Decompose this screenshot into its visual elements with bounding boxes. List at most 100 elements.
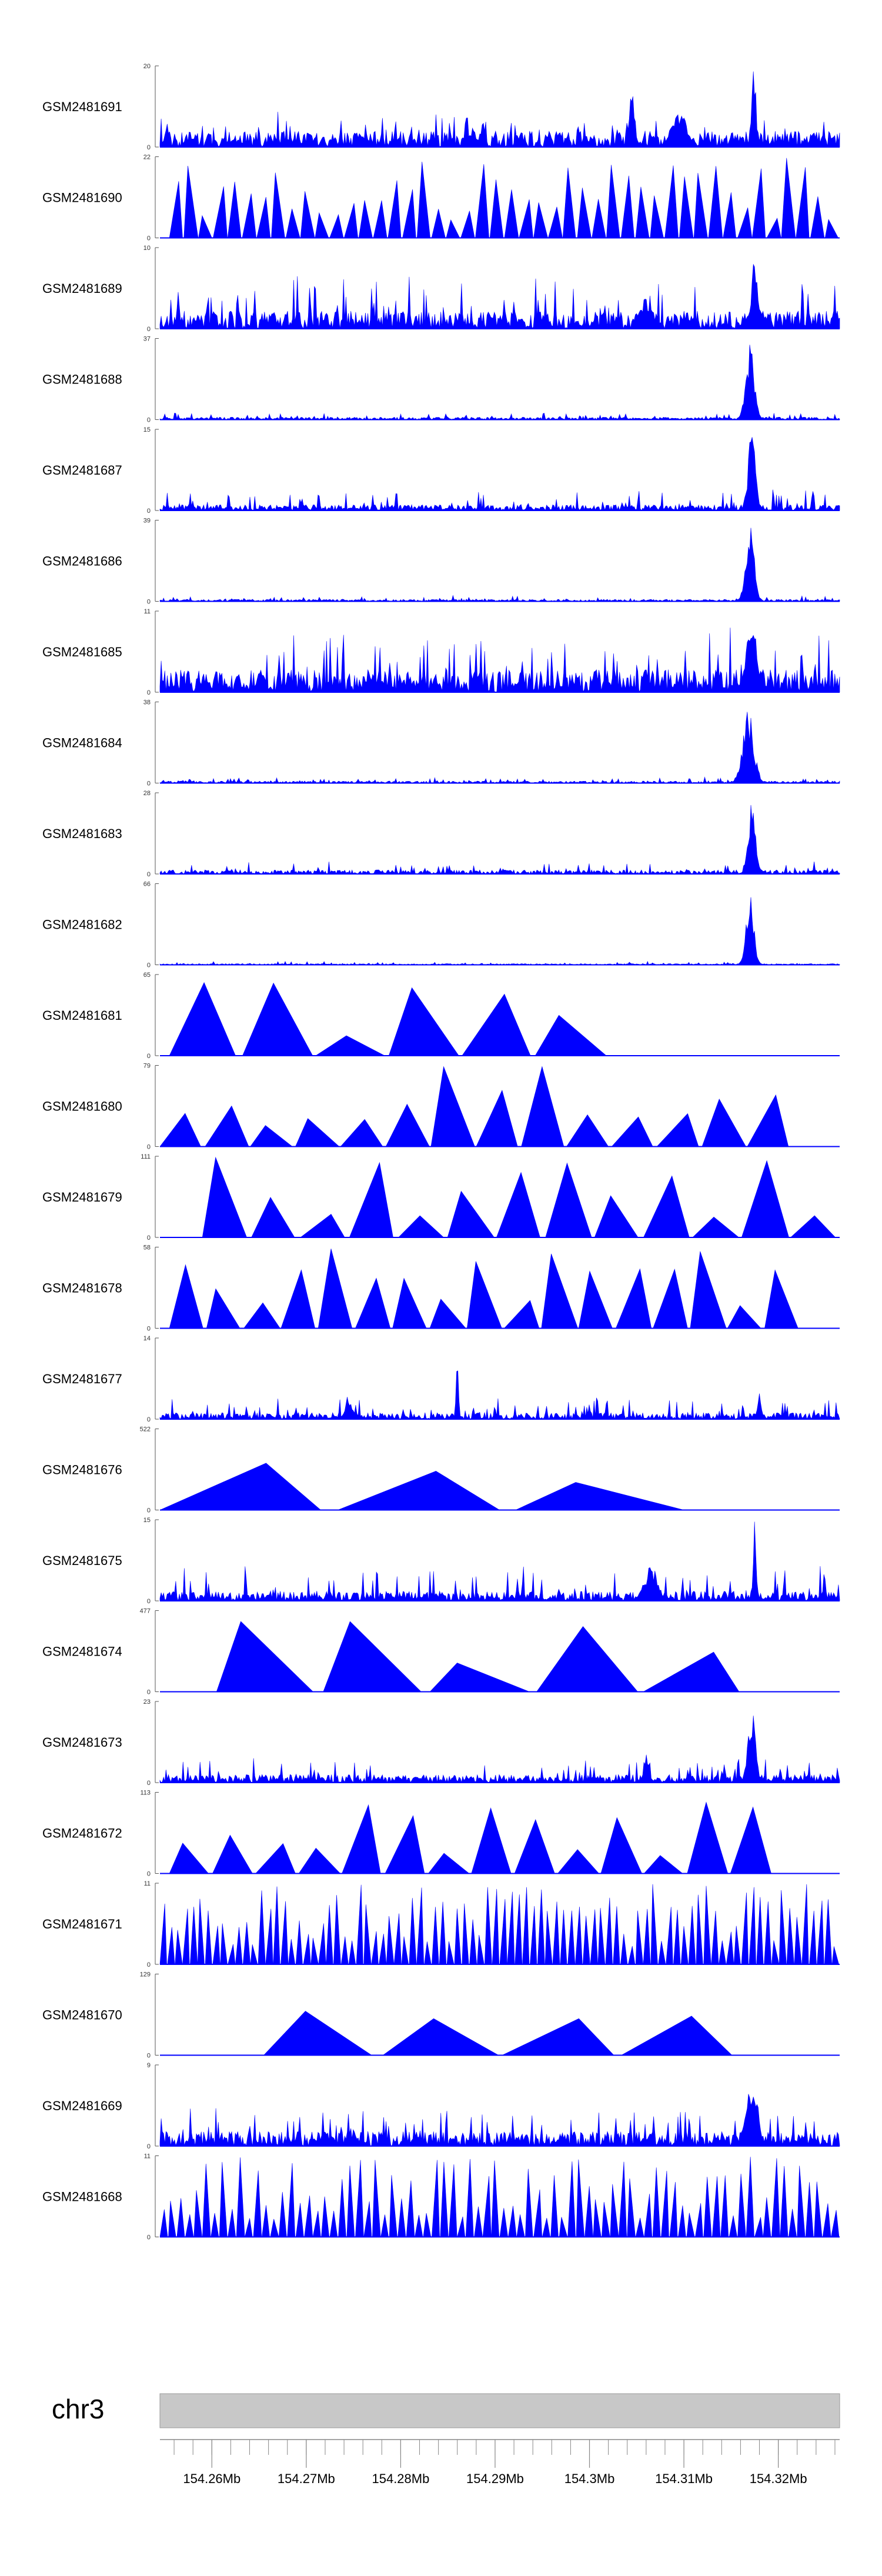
- track-label: GSM2481672: [42, 1826, 122, 1841]
- coverage-area: [159, 437, 840, 512]
- y-max-tick: 37: [143, 336, 151, 343]
- track-GSM2481668: GSM2481668 11 0: [42, 2153, 840, 2241]
- x-tick-label: 154.27Mb: [278, 2471, 335, 2486]
- coverage-area: [263, 2011, 733, 2056]
- y-min-tick: 0: [147, 962, 151, 969]
- y-min-tick: 0: [147, 235, 151, 242]
- x-tick-label: 154.29Mb: [466, 2471, 524, 2486]
- y-min-tick: 0: [147, 144, 151, 151]
- track-label: GSM2481677: [42, 1372, 122, 1386]
- coverage-area: [159, 712, 840, 784]
- track-label: GSM2481681: [42, 1008, 122, 1023]
- coverage-area: [159, 263, 840, 329]
- track-label: GSM2481671: [42, 1917, 122, 1931]
- y-min-tick: 0: [147, 1144, 151, 1151]
- track-label: GSM2481678: [42, 1281, 122, 1296]
- track-GSM2481676: GSM2481676 522 0: [42, 1426, 840, 1514]
- y-max-tick: 477: [140, 1608, 151, 1615]
- y-min-tick: 0: [147, 2143, 151, 2150]
- coverage-area: [159, 71, 840, 148]
- track-GSM2481691: GSM2481691 20 0: [42, 63, 840, 151]
- track-label: GSM2481690: [42, 191, 122, 205]
- coverage-area: [169, 1249, 799, 1329]
- y-max-tick: 28: [143, 790, 151, 797]
- track-label: GSM2481675: [42, 1553, 122, 1568]
- y-max-tick: 14: [143, 1335, 151, 1342]
- y-max-tick: 39: [143, 518, 151, 525]
- y-min-tick: 0: [147, 2234, 151, 2241]
- coverage-area: [159, 1370, 840, 1420]
- track-GSM2481679: GSM2481679 111 0: [42, 1153, 840, 1242]
- track-GSM2481681: GSM2481681 65 0: [42, 972, 840, 1060]
- track-label: GSM2481668: [42, 2190, 122, 2204]
- y-max-tick: 58: [143, 1244, 151, 1252]
- coverage-area: [202, 1156, 836, 1238]
- coverage-area: [159, 2157, 840, 2237]
- track-GSM2481670: GSM2481670 129 0: [42, 1971, 840, 2060]
- y-max-tick: 65: [143, 972, 151, 979]
- track-GSM2481678: GSM2481678 58 0: [42, 1244, 840, 1333]
- y-max-tick: 79: [143, 1063, 151, 1070]
- x-tick-label: 154.28Mb: [372, 2471, 429, 2486]
- track-GSM2481674: GSM2481674 477 0: [42, 1608, 840, 1696]
- track-GSM2481684: GSM2481684 38 0: [42, 699, 840, 788]
- y-max-tick: 22: [143, 154, 151, 161]
- y-max-tick: 11: [144, 1880, 151, 1887]
- track-label: GSM2481680: [42, 1099, 122, 1114]
- y-max-tick: 11: [144, 608, 151, 615]
- chromosome-label: chr3: [52, 2394, 104, 2424]
- y-min-tick: 0: [147, 1416, 151, 1423]
- y-max-tick: 15: [143, 426, 151, 433]
- track-label: GSM2481674: [42, 1644, 122, 1659]
- y-min-tick: 0: [147, 2053, 151, 2060]
- track-label: GSM2481684: [42, 736, 122, 750]
- track-GSM2481690: GSM2481690 22 0: [42, 154, 840, 242]
- track-GSM2481671: GSM2481671 11 0: [42, 1880, 840, 1968]
- x-tick-label: 154.31Mb: [655, 2471, 713, 2486]
- track-label: GSM2481688: [42, 372, 122, 387]
- x-tick-label: 154.3Mb: [564, 2471, 615, 2486]
- y-min-tick: 0: [147, 1871, 151, 1878]
- y-max-tick: 113: [140, 1790, 151, 1797]
- track-GSM2481686: GSM2481686 39 0: [42, 518, 840, 606]
- coverage-area: [159, 1066, 789, 1147]
- y-min-tick: 0: [147, 1326, 151, 1333]
- y-max-tick: 522: [140, 1426, 151, 1433]
- coverage-area: [159, 345, 840, 421]
- y-max-tick: 9: [147, 2062, 151, 2069]
- y-min-tick: 0: [147, 780, 151, 788]
- y-min-tick: 0: [147, 1507, 151, 1514]
- coverage-area: [159, 2094, 840, 2147]
- track-label: GSM2481687: [42, 463, 122, 478]
- y-max-tick: 20: [143, 63, 151, 70]
- coverage-area: [169, 1801, 771, 1874]
- track-GSM2481673: GSM2481673 23 0: [42, 1699, 840, 1787]
- y-min-tick: 0: [147, 1961, 151, 1968]
- x-tick-label: 154.32Mb: [750, 2471, 807, 2486]
- track-GSM2481688: GSM2481688 37 0: [42, 336, 840, 424]
- track-label: GSM2481689: [42, 281, 122, 296]
- genome-axis: chr3 154.26Mb 154.27Mb 154.28Mb 154.29Mb 154…: [52, 2393, 840, 2486]
- coverage-area: [159, 1716, 840, 1784]
- track-GSM2481687: GSM2481687 15 0: [42, 426, 840, 515]
- y-min-tick: 0: [147, 1234, 151, 1242]
- y-max-tick: 11: [144, 2153, 151, 2160]
- track-label: GSM2481686: [42, 554, 122, 569]
- y-min-tick: 0: [147, 1780, 151, 1787]
- track-label: GSM2481670: [42, 2008, 122, 2023]
- coverage-area: [159, 805, 840, 875]
- y-min-tick: 0: [147, 1689, 151, 1696]
- y-max-tick: 66: [143, 881, 151, 888]
- track-GSM2481689: GSM2481689 10 0: [42, 245, 840, 333]
- tracks-layer: GSM2481691200GSM2481690220GSM2481689100G…: [42, 63, 840, 2241]
- chromosome-ideogram: [159, 2393, 840, 2428]
- x-tick-label: 154.26Mb: [183, 2471, 240, 2486]
- track-GSM2481683: GSM2481683 28 0: [42, 790, 840, 878]
- coverage-area: [159, 897, 840, 965]
- track-GSM2481680: GSM2481680 79 0: [42, 1063, 840, 1151]
- y-max-tick: 23: [143, 1699, 151, 1706]
- y-max-tick: 38: [143, 699, 151, 706]
- y-min-tick: 0: [147, 417, 151, 424]
- coverage-area: [159, 1463, 684, 1510]
- track-GSM2481682: GSM2481682 66 0: [42, 881, 840, 969]
